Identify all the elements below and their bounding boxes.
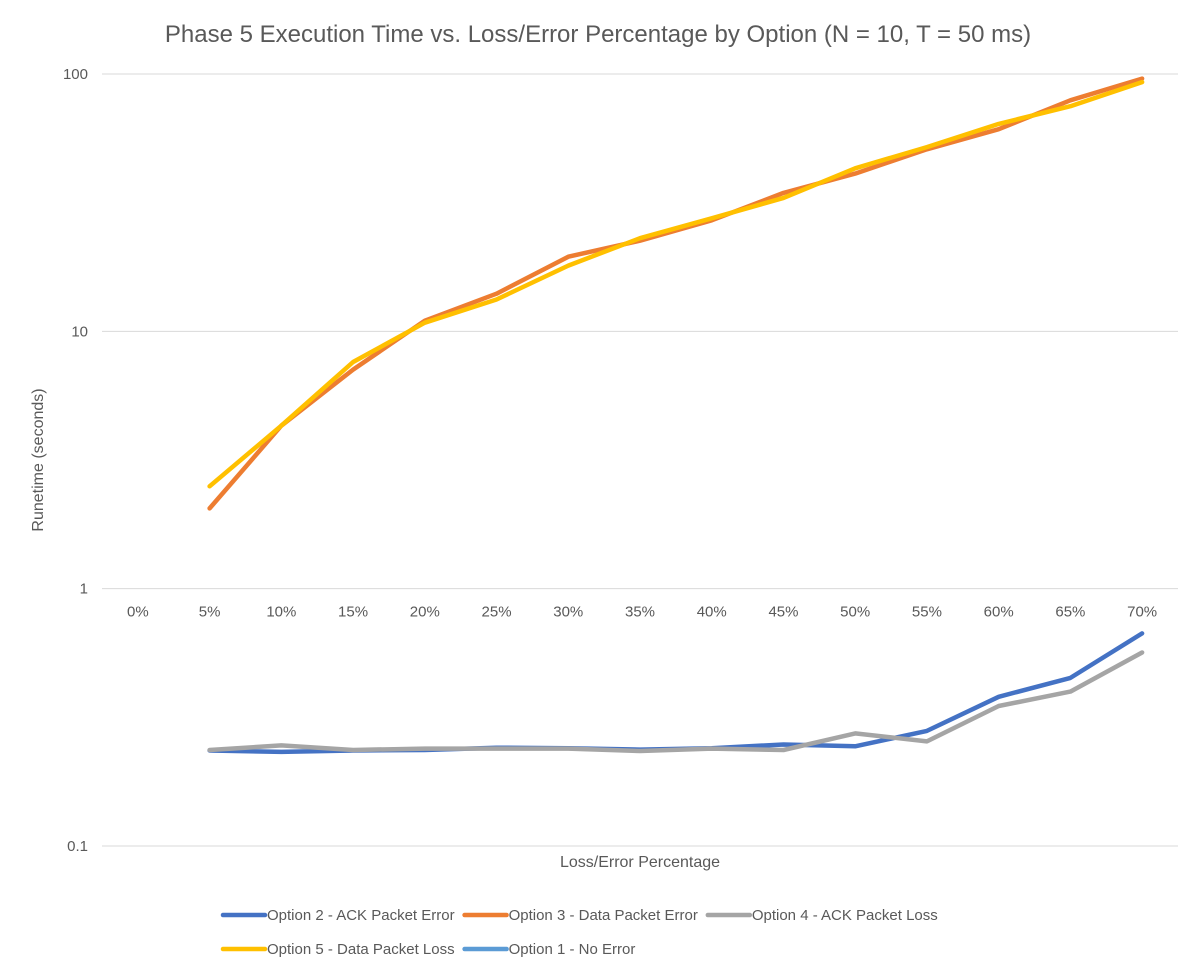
y-tick-label: 1 <box>80 581 88 598</box>
legend: Option 2 - ACK Packet Error Option 3 - Da… <box>220 907 938 958</box>
x-tick-label: 35% <box>625 604 655 621</box>
x-tick-label: 30% <box>553 604 583 621</box>
legend-item: Option 2 - ACK Packet Error <box>220 907 455 924</box>
y-tick-label: 10 <box>71 323 88 340</box>
legend-label: Option 4 - ACK Packet Loss <box>752 907 938 924</box>
x-tick-label: 10% <box>266 604 296 621</box>
legend-label: Option 3 - Data Packet Error <box>509 907 698 924</box>
x-tick-label: 5% <box>199 604 221 621</box>
x-axis-ticks: 0% 5% 10% 15% 20% 25% 30% 35% 40% 45% 50% 55% 60% 65%… <box>127 604 1157 621</box>
gridlines <box>102 73 1178 847</box>
x-tick-label: 50% <box>840 604 870 621</box>
legend-item: Option 3 - Data Packet Error <box>462 907 698 924</box>
x-tick-label: 25% <box>482 604 512 621</box>
series-line-option-4 <box>207 79 1145 489</box>
series-line-option-1 <box>207 631 1145 755</box>
x-tick-label: 55% <box>912 604 942 621</box>
x-tick-label: 70% <box>1127 604 1157 621</box>
x-tick-label: 40% <box>697 604 727 621</box>
chart-title: Phase 5 Execution Time vs. Loss/Error Pe… <box>165 21 1031 48</box>
x-tick-label: 20% <box>410 604 440 621</box>
legend-item: Option 1 - No Error <box>462 941 636 958</box>
x-axis-title: Loss/Error Percentage <box>560 854 720 871</box>
series-line-option-2 <box>207 76 1145 511</box>
legend-item: Option 4 - ACK Packet Loss <box>705 907 938 924</box>
legend-label: Option 5 - Data Packet Loss <box>267 941 455 958</box>
series-line-option-3 <box>207 650 1145 754</box>
legend-label: Option 2 - ACK Packet Error <box>267 907 455 924</box>
x-tick-label: 65% <box>1055 604 1085 621</box>
x-tick-label: 60% <box>984 604 1014 621</box>
y-tick-label: 0.1 <box>67 838 88 855</box>
y-tick-label: 100 <box>63 66 88 83</box>
y-axis-title: Runetime (seconds) <box>30 388 47 531</box>
x-tick-label: 45% <box>768 604 798 621</box>
series-lines <box>207 76 1145 755</box>
x-tick-label: 0% <box>127 604 149 621</box>
legend-label: Option 1 - No Error <box>509 941 636 958</box>
x-tick-label: 15% <box>338 604 368 621</box>
legend-item: Option 5 - Data Packet Loss <box>220 941 455 958</box>
y-axis-ticks: 100 10 1 0.1 <box>63 66 88 855</box>
